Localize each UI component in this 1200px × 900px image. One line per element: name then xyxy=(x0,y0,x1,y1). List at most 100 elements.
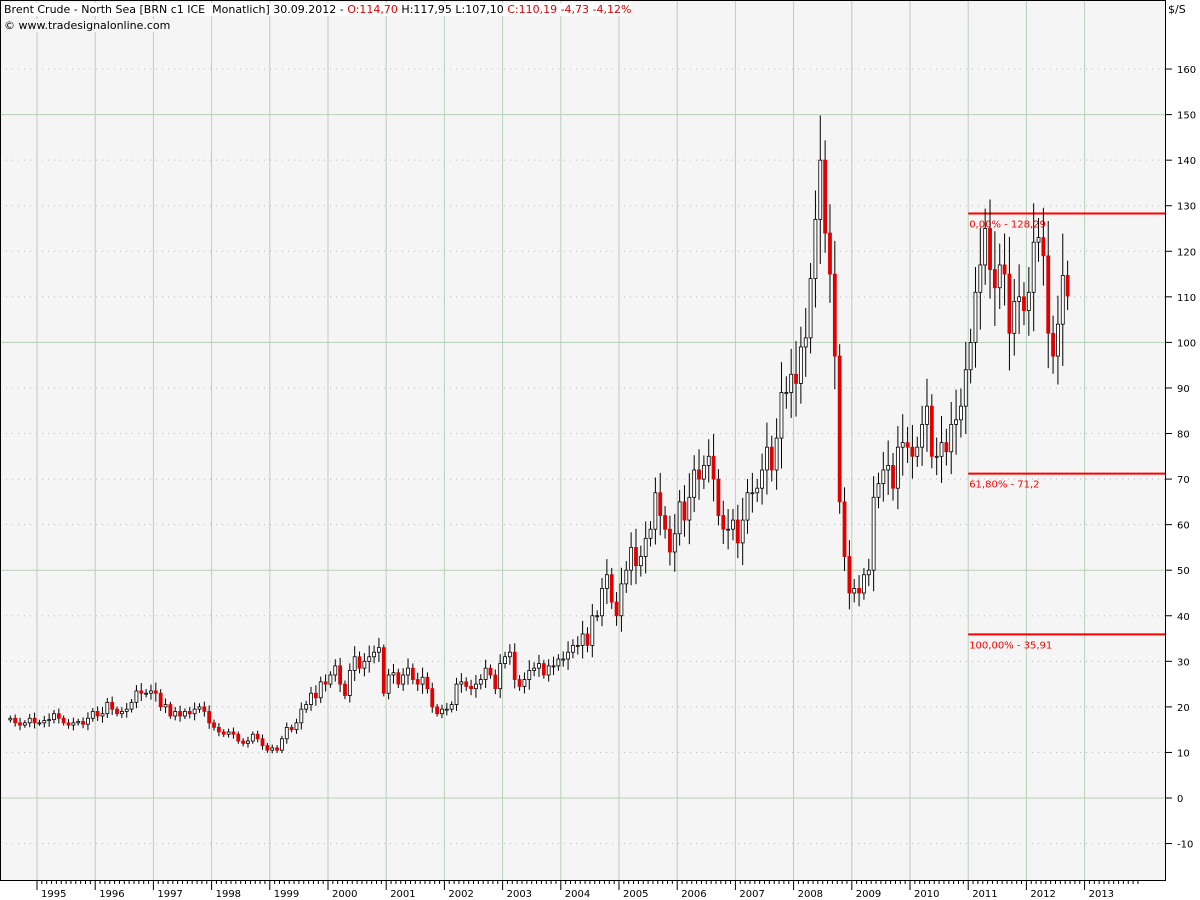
candle xyxy=(173,707,178,721)
candle-body xyxy=(1046,255,1051,334)
candle-body xyxy=(556,658,561,667)
candle-body xyxy=(934,455,939,458)
candle-body xyxy=(13,717,18,724)
candle-body xyxy=(173,711,178,717)
candle-body xyxy=(997,264,1002,289)
plot-background xyxy=(0,0,1165,880)
candle xyxy=(318,676,323,703)
candle-body xyxy=(212,722,216,728)
chart-header: Brent Crude - North Sea [BRN c1 ICE Mona… xyxy=(4,3,632,16)
candle xyxy=(488,664,493,679)
x-tick-label: 2003 xyxy=(507,889,532,900)
candle xyxy=(551,656,556,676)
candle xyxy=(881,451,886,502)
candle-body xyxy=(71,722,76,726)
candle xyxy=(100,706,105,723)
candle xyxy=(449,701,454,713)
candle-body xyxy=(236,733,241,742)
candle-body xyxy=(648,528,653,539)
candle-body xyxy=(866,569,871,576)
candle-body xyxy=(973,291,978,343)
fibonacci-label: 0,00% - 128,29 xyxy=(969,220,1046,231)
candle-body xyxy=(624,569,629,585)
candle-body xyxy=(638,556,643,567)
candle-body xyxy=(425,676,430,690)
candle xyxy=(493,669,498,695)
candle-body xyxy=(672,533,677,553)
candle-body xyxy=(265,745,270,751)
candle-body xyxy=(459,681,464,685)
candle xyxy=(192,702,197,721)
candle xyxy=(357,651,362,674)
candle xyxy=(721,500,726,544)
candle-body xyxy=(963,369,968,407)
candle xyxy=(1065,260,1070,311)
candle xyxy=(929,394,934,469)
candle xyxy=(682,485,687,537)
y-tick-label: 90 xyxy=(1177,384,1190,395)
candle xyxy=(580,620,585,659)
y-tick-label: 40 xyxy=(1177,612,1190,623)
candle-body xyxy=(541,663,546,676)
candle xyxy=(333,659,338,682)
candle-body xyxy=(585,633,590,646)
candle xyxy=(197,703,202,713)
candle-body xyxy=(430,688,435,708)
candle-body xyxy=(318,681,323,699)
candle xyxy=(731,508,735,541)
candle-body xyxy=(701,465,706,480)
candle xyxy=(420,667,425,694)
candle-body xyxy=(503,656,507,664)
x-tick-label: 2006 xyxy=(681,889,706,900)
candle xyxy=(265,742,270,753)
candle-body xyxy=(561,658,566,661)
candle xyxy=(328,671,333,688)
candle xyxy=(313,685,318,706)
candle-body xyxy=(410,667,415,680)
candle-body xyxy=(1026,291,1031,311)
x-tick-label: 2004 xyxy=(565,889,590,900)
candle xyxy=(347,663,352,703)
candle xyxy=(837,344,842,514)
candle xyxy=(8,715,13,723)
candle xyxy=(1022,282,1026,326)
candle xyxy=(895,426,900,510)
y-tick-label: 30 xyxy=(1177,657,1190,668)
candle-body xyxy=(692,469,697,498)
candle xyxy=(1056,295,1060,385)
candle xyxy=(546,659,551,682)
candle xyxy=(498,654,503,699)
candle xyxy=(706,439,711,483)
candle-body xyxy=(677,501,682,535)
candle-body xyxy=(527,670,532,680)
y-tick-label: 160 xyxy=(1177,65,1196,76)
candle-body xyxy=(100,713,105,717)
candle-body xyxy=(386,674,391,694)
candle xyxy=(260,734,265,750)
candle xyxy=(726,509,731,550)
candle-body xyxy=(27,717,32,724)
candle-body xyxy=(493,674,498,690)
candle xyxy=(241,738,246,747)
candle xyxy=(52,709,56,724)
candle-body xyxy=(37,722,42,725)
candle xyxy=(299,702,304,730)
candle xyxy=(178,705,182,722)
candle-body xyxy=(294,722,299,731)
candle-body xyxy=(187,711,192,715)
x-tick-label: 2013 xyxy=(1089,889,1114,900)
candle xyxy=(992,231,997,326)
candle-body xyxy=(949,424,954,453)
candle xyxy=(716,469,721,526)
candle-body xyxy=(105,701,110,715)
candle xyxy=(769,435,774,482)
candle xyxy=(900,414,905,476)
y-tick-label: 150 xyxy=(1177,111,1196,122)
candle-body xyxy=(1065,275,1070,297)
candle-body xyxy=(1012,300,1017,334)
candle xyxy=(284,722,289,744)
candle xyxy=(638,545,643,577)
candle-body xyxy=(469,685,473,690)
candle-body xyxy=(765,446,769,471)
candle-body xyxy=(745,492,750,521)
